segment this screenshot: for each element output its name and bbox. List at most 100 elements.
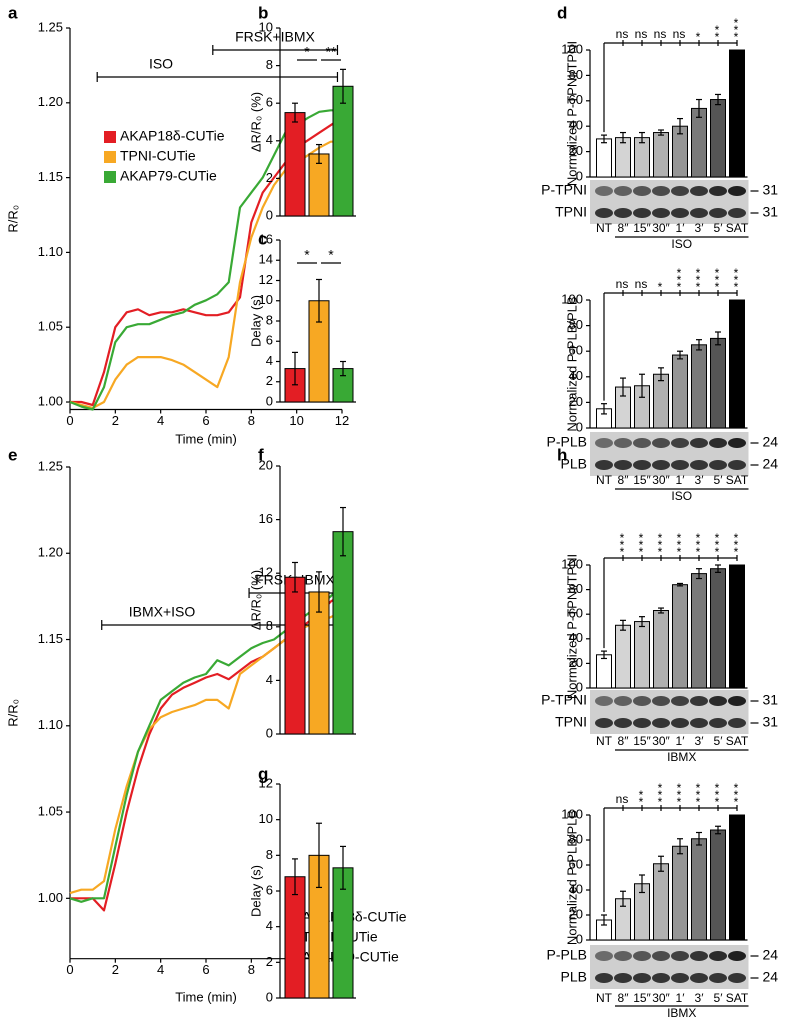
y-tick-label: 10: [259, 292, 273, 307]
y-tick-label: 0: [266, 207, 273, 222]
panel-letter: g: [258, 764, 268, 783]
y-tick-label: 1.00: [38, 890, 63, 905]
y-axis-label: Normalized P-PLB/PLB: [564, 296, 579, 431]
blot-label: TPNI: [555, 204, 587, 220]
x-tick-label: 8: [248, 962, 255, 977]
blot-band: [728, 438, 746, 448]
y-tick-label: 60: [569, 606, 583, 621]
annotation-label: ISO: [149, 56, 173, 72]
significance-label: ns: [616, 27, 629, 41]
significance-label: ***: [658, 531, 663, 559]
treatment-label: ISO: [671, 237, 692, 251]
panel-letter: c: [258, 229, 267, 248]
x-tick-label: 5′: [714, 221, 724, 235]
x-tick-label: 0: [66, 413, 73, 428]
significance-label: ns: [616, 277, 629, 291]
x-tick-label: 15″: [633, 991, 651, 1005]
y-tick-label: 40: [569, 881, 583, 896]
significance-label: ns: [616, 792, 629, 806]
x-tick-label: 3′: [695, 991, 705, 1005]
size-label: 31: [763, 714, 779, 730]
size-label: 24: [763, 947, 779, 963]
y-tick-label: 0: [576, 419, 583, 434]
y-tick-label: 20: [569, 394, 583, 409]
blot-band: [671, 696, 689, 706]
blot-label: P-PLB: [547, 947, 587, 963]
blot-band: [728, 951, 746, 961]
significance-label: ns: [635, 27, 648, 41]
x-tick-label: 30″: [652, 991, 670, 1005]
blot-band: [709, 718, 727, 728]
blot-band: [595, 460, 613, 470]
y-tick-label: 20: [569, 906, 583, 921]
x-tick-label: SAT: [726, 734, 749, 748]
blot-band: [614, 696, 632, 706]
x-tick-label: NT: [596, 991, 613, 1005]
blot-band: [652, 951, 670, 961]
blot-band: [614, 186, 632, 196]
significance-label: ***: [734, 781, 739, 809]
y-axis-label: R/R₀: [5, 699, 20, 727]
y-tick-label: 0: [576, 168, 583, 183]
significance-label: ns: [654, 27, 667, 41]
blot-band: [633, 696, 651, 706]
blot-band: [652, 460, 670, 470]
y-tick-label: 16: [259, 231, 273, 246]
blot-band: [595, 186, 613, 196]
blot-band: [595, 696, 613, 706]
x-tick-label: 8″: [618, 991, 630, 1005]
x-tick-label: 3′: [695, 221, 705, 235]
y-tick-label: 80: [569, 831, 583, 846]
bar: [672, 354, 688, 429]
blot-band: [728, 696, 746, 706]
blot-label: P-PLB: [547, 434, 587, 450]
y-tick-label: 8: [266, 847, 273, 862]
x-tick-label: NT: [596, 221, 613, 235]
blot-band: [595, 438, 613, 448]
blot-band: [614, 438, 632, 448]
y-tick-label: 1.25: [38, 458, 63, 473]
blot-band: [595, 718, 613, 728]
x-tick-label: 30″: [652, 734, 670, 748]
legend-label: AKAP18δ-CUTie: [120, 128, 225, 144]
x-tick-label: 6: [202, 413, 209, 428]
blot-band: [709, 696, 727, 706]
y-tick-label: 0: [576, 931, 583, 946]
bar: [710, 337, 726, 429]
bar: [672, 584, 688, 689]
size-label: 24: [763, 456, 779, 472]
blot-band: [690, 696, 708, 706]
blot-band: [671, 718, 689, 728]
blot-band: [633, 718, 651, 728]
bar: [634, 621, 650, 689]
y-axis-label: ΔR/R₀ (%): [248, 92, 263, 152]
blot-band: [633, 186, 651, 196]
blot-band: [652, 438, 670, 448]
blot-band: [671, 460, 689, 470]
x-tick-label: 2: [112, 962, 119, 977]
panel-letter: a: [8, 3, 18, 22]
y-tick-label: 8: [266, 312, 273, 327]
x-tick-label: 8″: [618, 221, 630, 235]
bar: [634, 137, 650, 178]
y-tick-label: 6: [266, 333, 273, 348]
comparison-label: *: [304, 247, 310, 263]
x-tick-label: 10: [289, 413, 303, 428]
blot-band: [728, 973, 746, 983]
blot-label: P-TPNI: [541, 692, 587, 708]
blot-band: [690, 973, 708, 983]
blot-band: [728, 460, 746, 470]
significance-label: ***: [677, 531, 682, 559]
y-tick-label: 6: [266, 95, 273, 110]
x-tick-label: 15″: [633, 473, 651, 487]
annotation-label: FRSK+IBMX: [235, 29, 315, 45]
x-tick-label: 4: [157, 962, 164, 977]
y-tick-label: 10: [259, 19, 273, 34]
significance-label: ***: [696, 781, 701, 809]
y-tick-label: 80: [569, 581, 583, 596]
y-tick-label: 4: [266, 353, 273, 368]
significance-label: **: [639, 788, 644, 809]
bar: [615, 137, 631, 178]
y-tick-label: 40: [569, 630, 583, 645]
